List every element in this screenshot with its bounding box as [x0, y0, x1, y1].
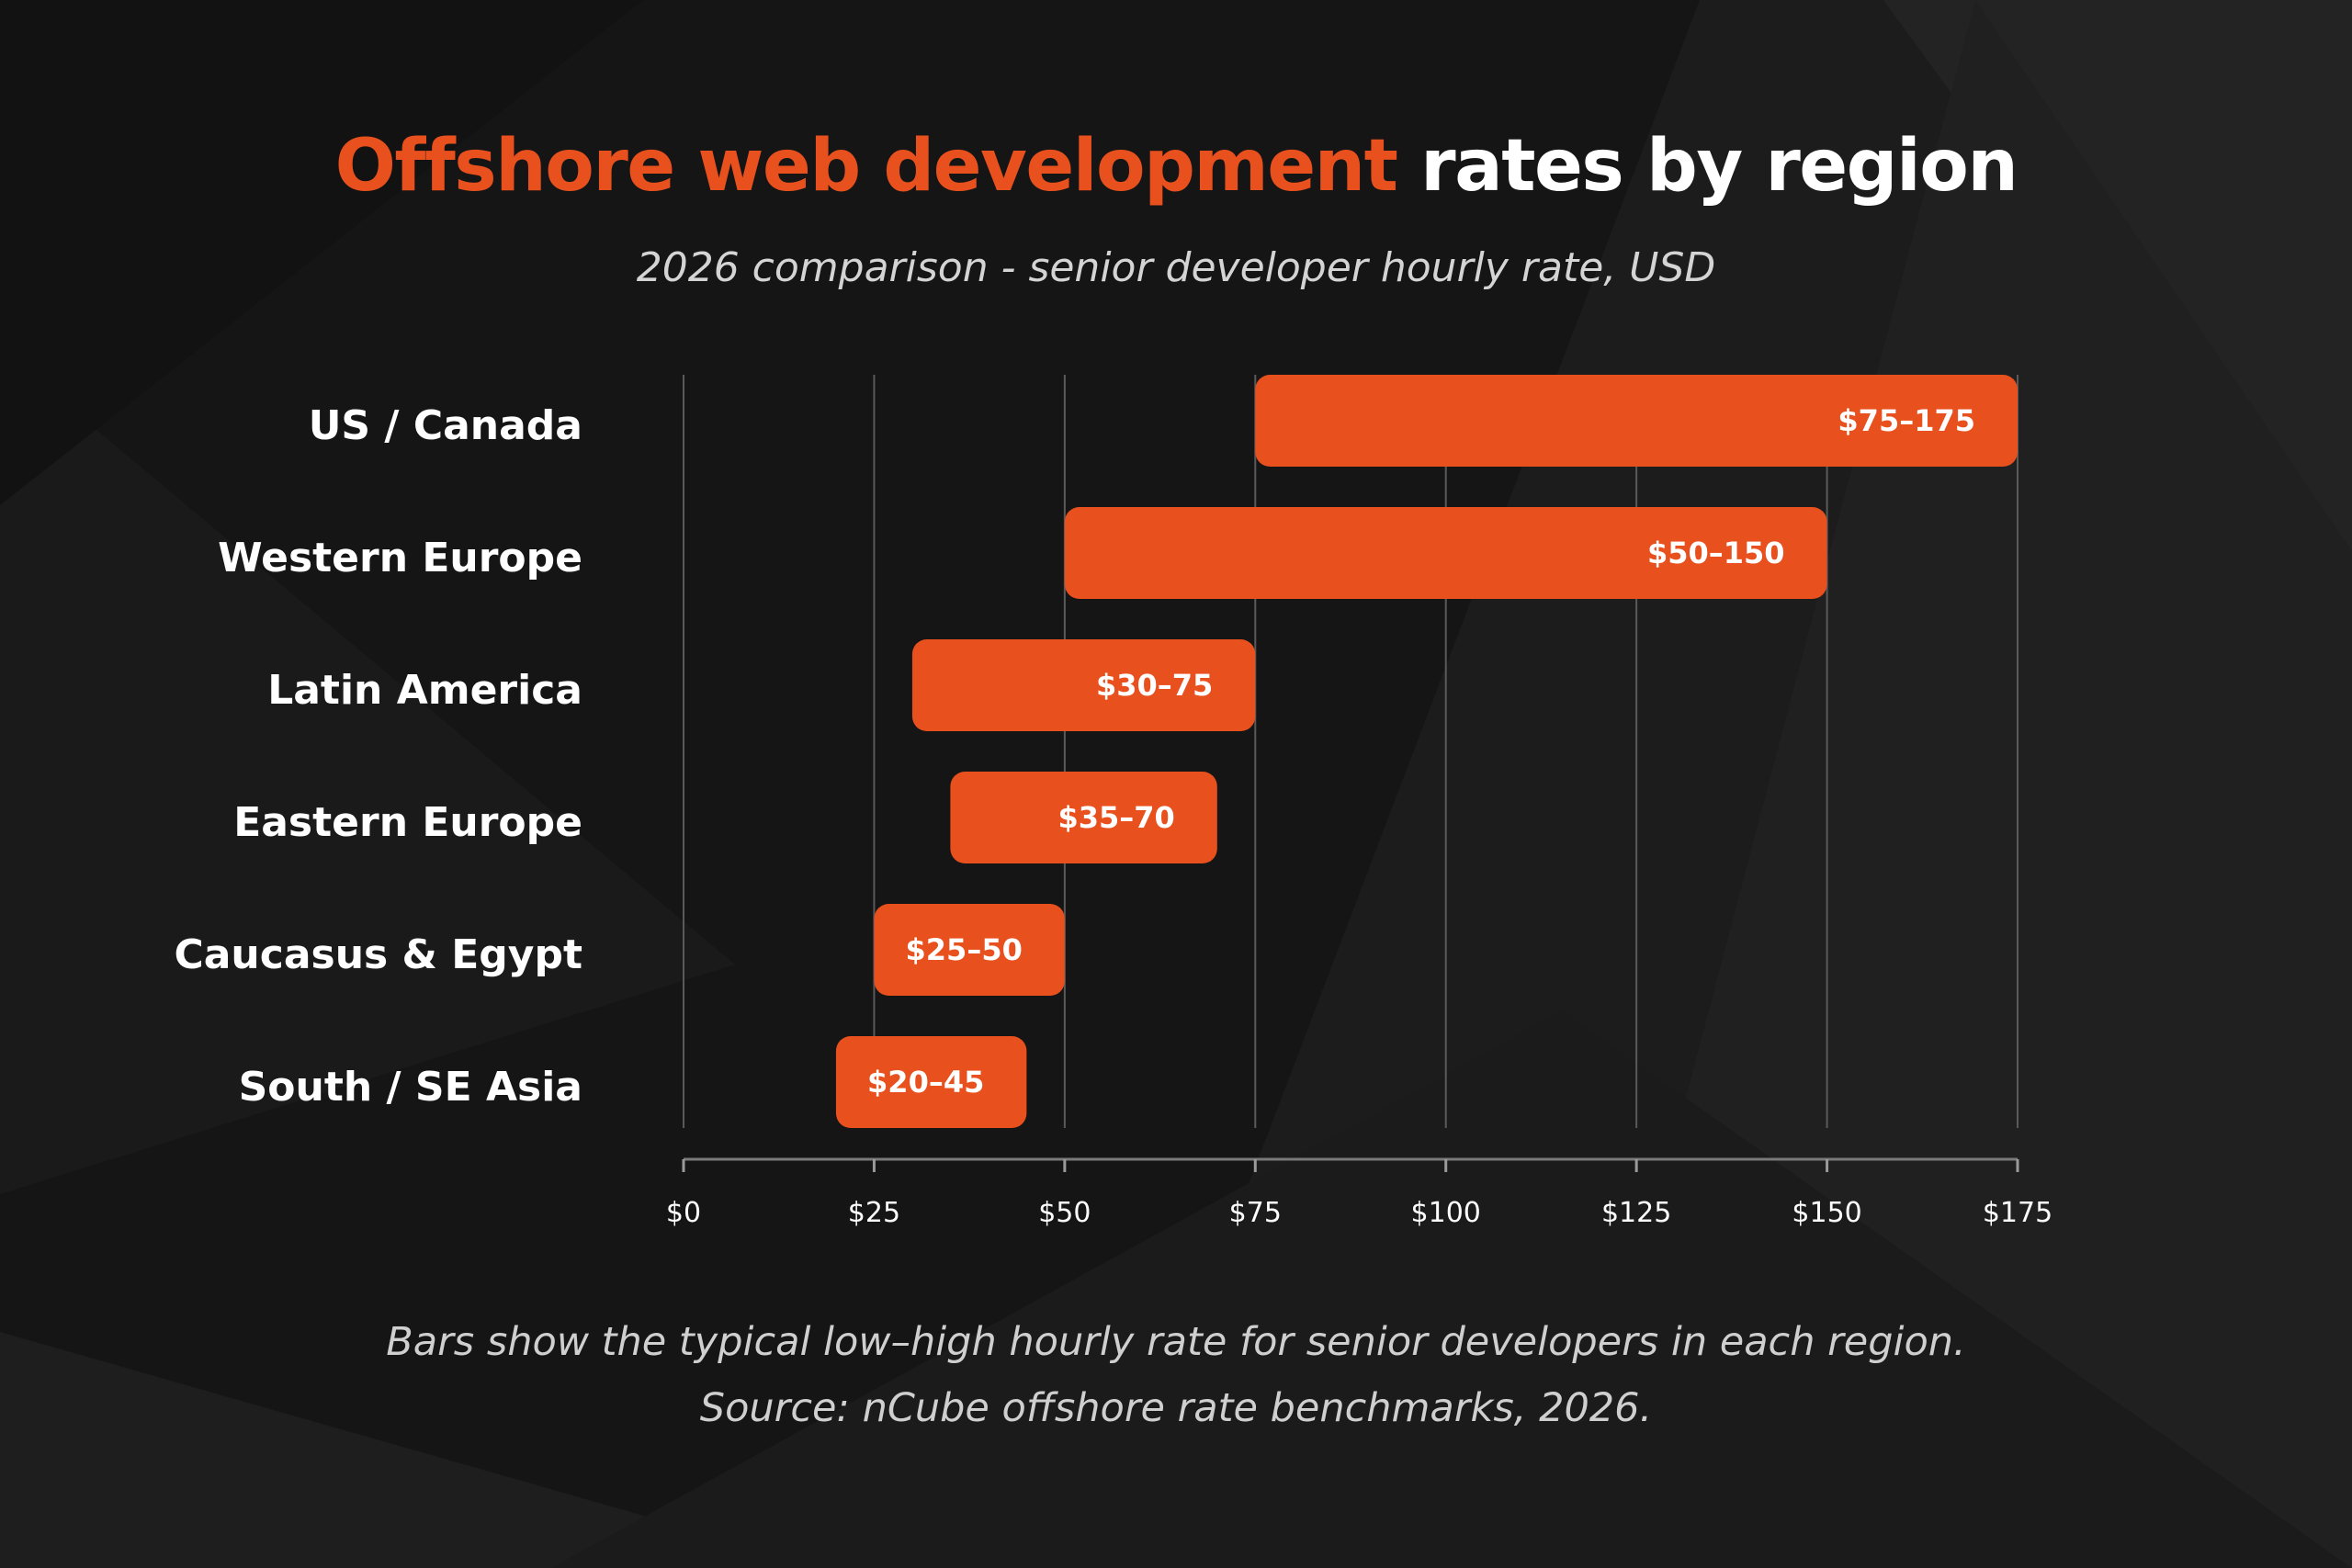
category-label: Western Europe	[218, 535, 582, 581]
bar	[950, 772, 1217, 863]
bar-value-label: $30–75	[1096, 668, 1213, 703]
bar-value-label: $75–175	[1838, 403, 1975, 438]
category-label: US / Canada	[308, 402, 582, 449]
category-label: Latin America	[267, 667, 582, 714]
chart-title-accent: Offshore web development	[334, 125, 1398, 208]
bar-value-label: $25–50	[906, 932, 1023, 967]
x-tick-label: $25	[848, 1197, 900, 1229]
bar-value-label: $50–150	[1647, 536, 1785, 570]
x-tick-label: $50	[1038, 1197, 1091, 1229]
bar-value-label: $35–70	[1057, 800, 1174, 835]
chart-subtitle: 2026 comparison - senior developer hourl…	[636, 244, 1716, 291]
category-label: Eastern Europe	[233, 799, 582, 846]
x-tick-label: $75	[1229, 1197, 1282, 1229]
bar-value-label: $20–45	[867, 1065, 984, 1100]
category-label: Caucasus & Egypt	[174, 931, 582, 978]
x-tick-label: $100	[1411, 1197, 1481, 1229]
chart-title: Offshore web development rates by region	[0, 125, 2352, 208]
category-label: South / SE Asia	[238, 1064, 582, 1111]
x-tick-label: $0	[666, 1197, 701, 1229]
x-tick-label: $175	[1983, 1197, 2052, 1229]
bar	[911, 639, 1256, 731]
x-tick-label: $150	[1792, 1197, 1861, 1229]
bar	[874, 904, 1065, 996]
footnote-description: Bars show the typical low–high hourly ra…	[386, 1319, 1966, 1365]
footnote-source: Source: nCube offshore rate benchmarks, …	[699, 1385, 1653, 1431]
x-tick-label: $125	[1601, 1197, 1671, 1229]
bar	[1064, 507, 1827, 599]
bar	[835, 1036, 1027, 1128]
bar	[1255, 375, 2018, 467]
chart-title-rest: rates by region	[1396, 125, 2018, 208]
